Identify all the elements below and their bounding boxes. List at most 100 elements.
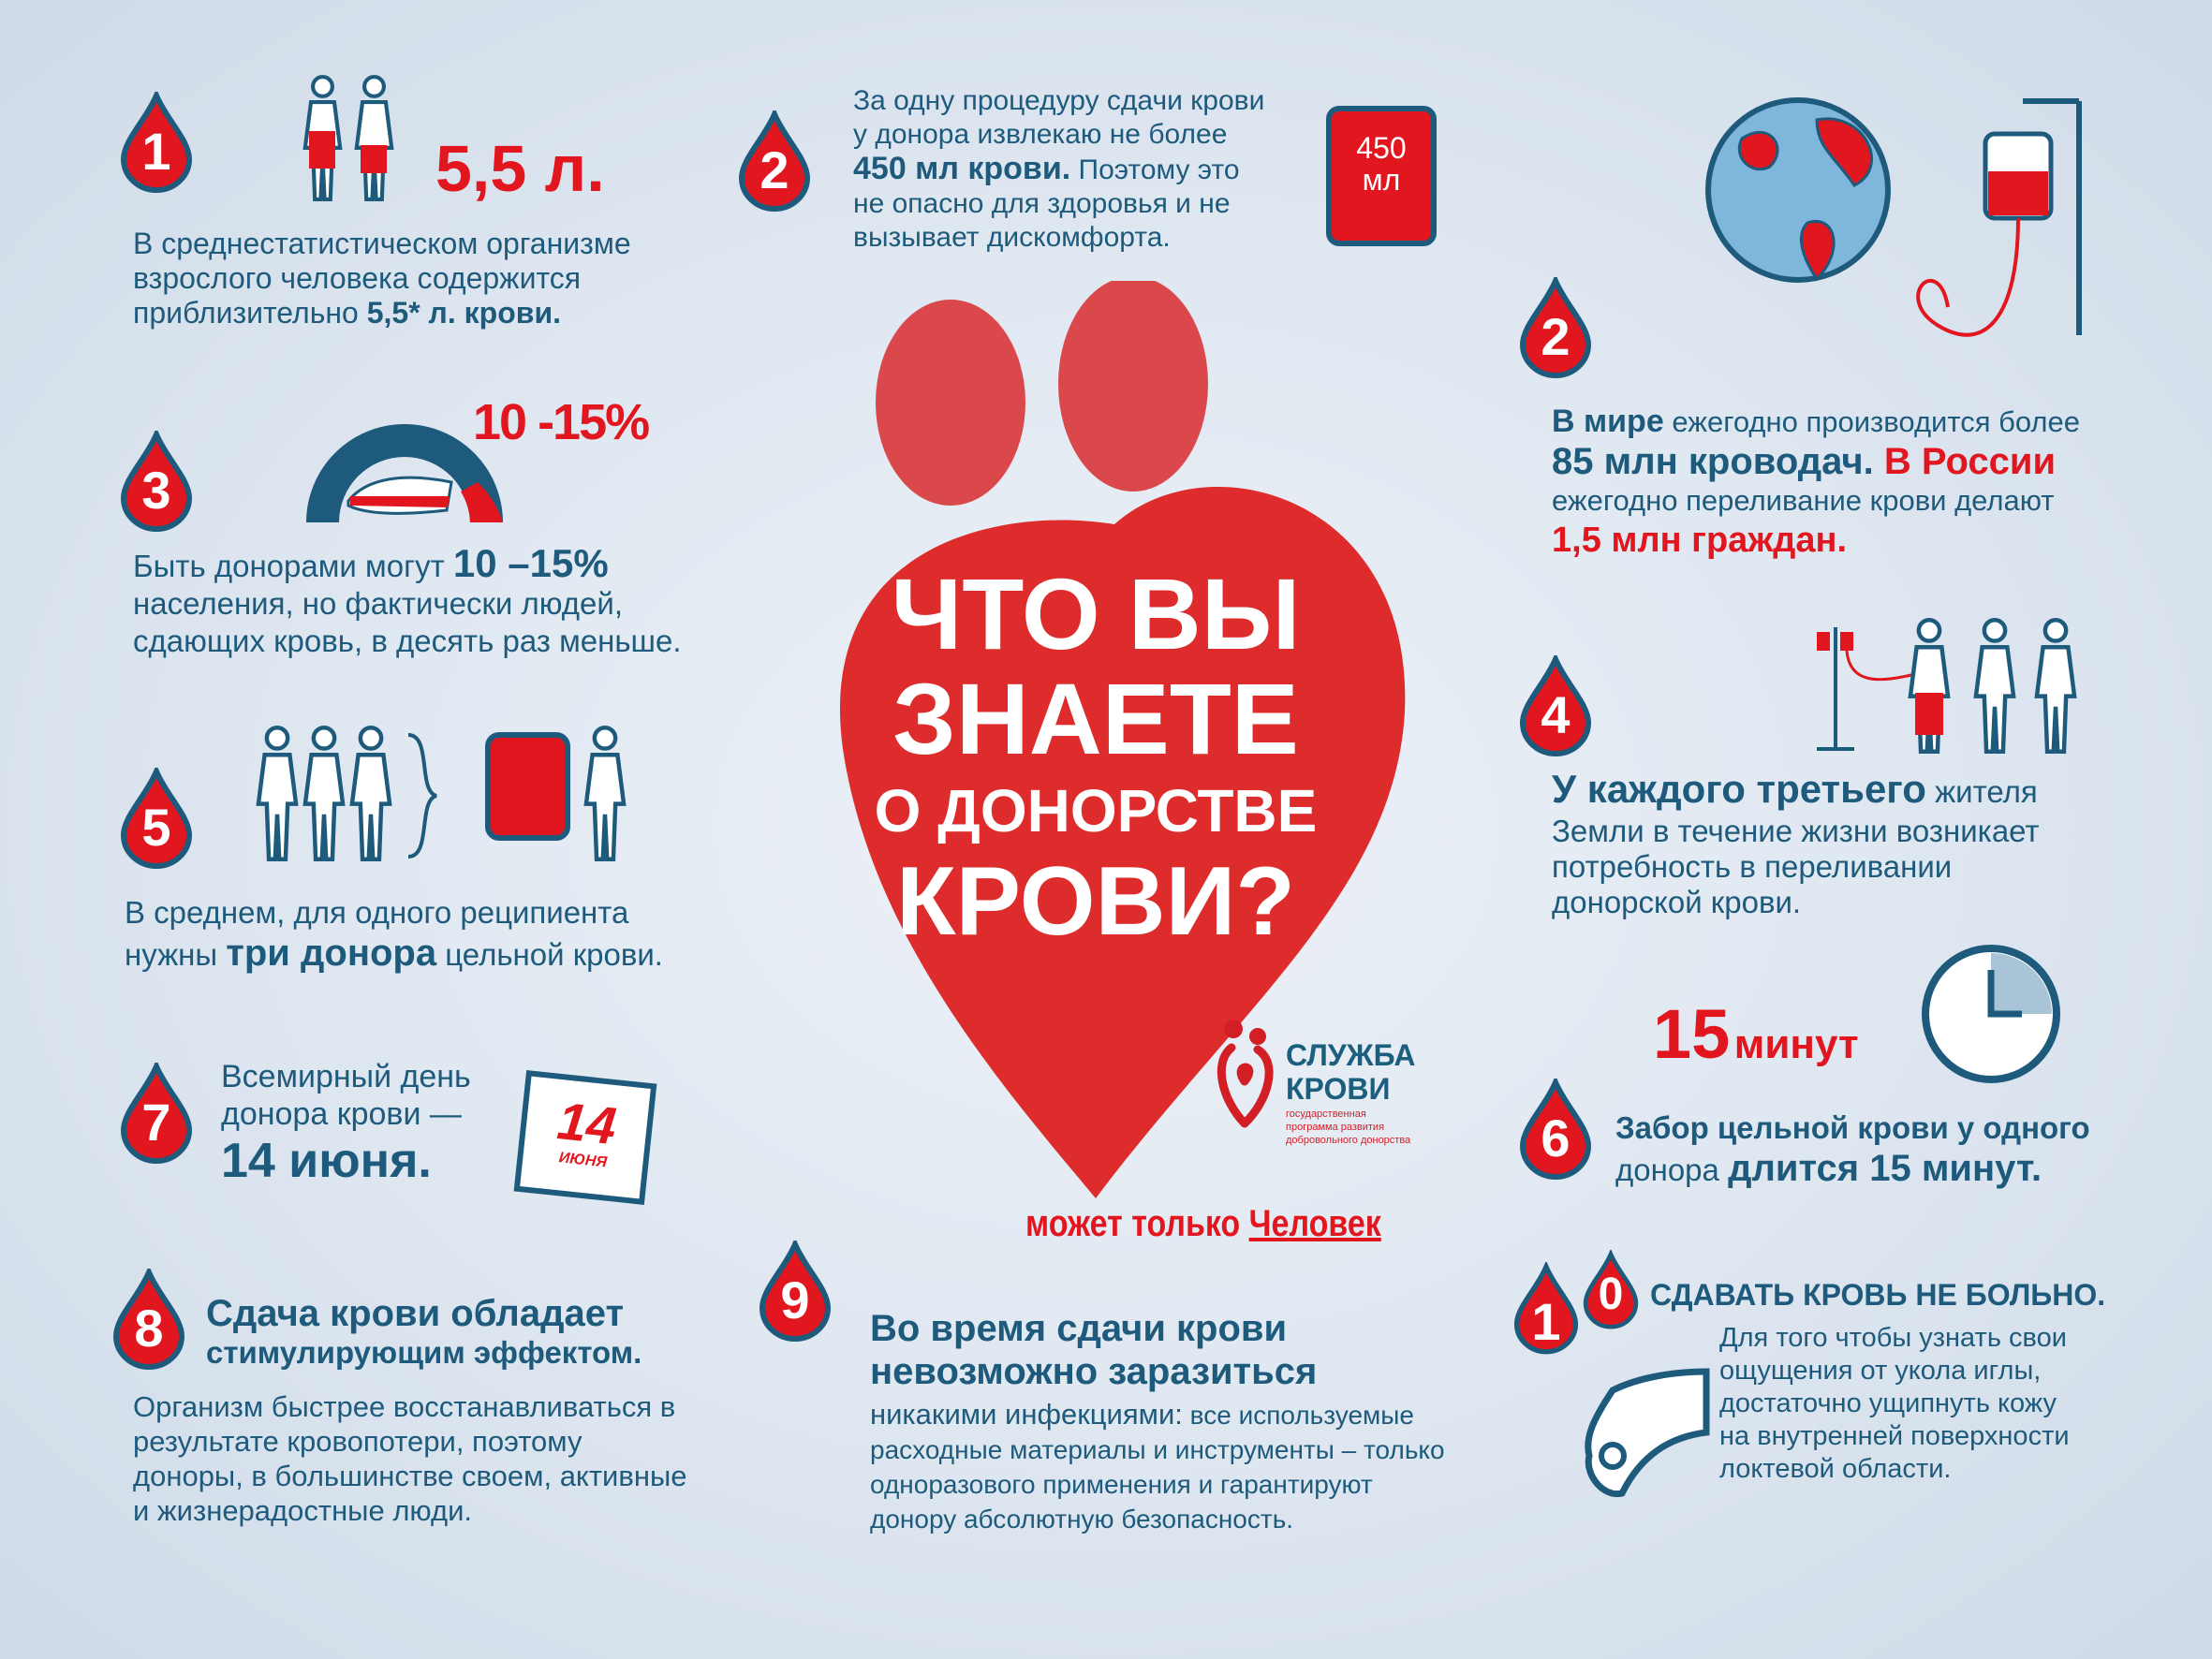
text-line: 5,5* л. крови. (366, 296, 561, 330)
text-line: 450 мл крови. (853, 151, 1071, 186)
number-drop-9: 9 (759, 1241, 832, 1342)
text-line: 14 июня. (221, 1134, 432, 1188)
text-line: населения, но фактически людей, (133, 586, 623, 621)
title-line: ЗНАЕТЕ (892, 662, 1299, 775)
donor-percent-stat: 10 -15% (473, 394, 650, 450)
text-line: 8 (134, 1299, 164, 1358)
text-line: нужны (125, 937, 227, 972)
main-title: ЧТО ВЫ ЗНАЕТЕ О ДОНОРСТВЕ КРОВИ? (862, 557, 1330, 956)
text-line: 1,5 млн граждан. (1552, 521, 1848, 560)
text-line: сдающих кровь, в десять раз меньше. (133, 624, 682, 658)
text-line: не опасно для здоровья и не (853, 188, 1231, 219)
text-line: стимулирующим эффектом. (206, 1335, 642, 1370)
logo-subtitle: добровольного донорства (1286, 1135, 1411, 1146)
text-line: В России (1873, 441, 2057, 482)
logo: СЛУЖБА КРОВИ государственная программа р… (1213, 1016, 1415, 1146)
text-line: 10 –15% (452, 541, 609, 585)
number-drop-2: 2 (738, 110, 811, 212)
title-line: ЧТО ВЫ (891, 557, 1301, 670)
three-donors-one-recipient-icon (254, 726, 647, 866)
heart-shape (839, 487, 1406, 1198)
text-line: 6 (1541, 1108, 1571, 1167)
text-line: Быть донорами могут (133, 549, 453, 583)
number-drop-10b: 0 (1583, 1250, 1639, 1330)
text-line: Земли в течение жизни возникает (1552, 814, 2040, 848)
pinching-hand-icon (1585, 1368, 1710, 1498)
text-line: донорской крови. (1552, 885, 1802, 919)
clock-icon (1922, 945, 2060, 1083)
text-line: 9 (780, 1270, 810, 1329)
number-drop-2b: 2 (1519, 277, 1592, 378)
text-line: доноры, в большинстве своем, активные (133, 1460, 687, 1492)
text-line: Организм быстрее восстанавливаться в (133, 1390, 676, 1423)
text-line: ощущения от укола иглы, (1719, 1356, 2042, 1386)
text-line: 450 (1356, 131, 1407, 165)
fact-5-text: В среднем, для одного реципиента нужны тр… (125, 894, 663, 976)
russia-gauge-icon (306, 424, 503, 522)
text-line: Для того чтобы узнать свои (1719, 1323, 2067, 1353)
drop-left-blob (876, 300, 1025, 506)
text-line: В мире (1552, 404, 1664, 439)
text-line: жителя (1925, 774, 2038, 809)
text-line: 15 (1653, 995, 1731, 1073)
text-line: мл (1362, 163, 1401, 197)
transfusion-people-icon (1817, 618, 2093, 758)
text-line: ежегодно переливание крови делают (1552, 484, 2055, 517)
drop-right-blob (1058, 281, 1208, 492)
logo-heart-icon (1217, 1020, 1274, 1128)
text-line: минут (1733, 1021, 1859, 1067)
text-line: и жизнерадостные люди. (133, 1494, 472, 1527)
number-drop-7: 7 (120, 1063, 193, 1164)
text-line: цельной крови. (436, 937, 663, 972)
text-line: У каждого третьего (1552, 767, 1926, 811)
slogan-word: Человек (1248, 1203, 1381, 1244)
text-line: приблизительно (133, 296, 367, 330)
number-drop-1: 1 (120, 92, 193, 193)
slogan-text: может только (1025, 1203, 1249, 1244)
text-line: 2 (759, 140, 789, 199)
heart-illustration (839, 281, 1406, 1198)
text-line: 3 (141, 461, 171, 520)
fact-10-heading: СДАВАТЬ КРОВЬ НЕ БОЛЬНО. (1650, 1278, 2106, 1312)
number-drop-3: 3 (120, 431, 193, 532)
calendar-icon: 14 ИЮНЯ (513, 1070, 657, 1205)
text-line: 7 (141, 1093, 171, 1152)
fact-2-text: За одну процедуру сдачи крови у донора из… (853, 84, 1264, 255)
text-line: Забор цельной крови у одного (1615, 1110, 2090, 1145)
fact-9-text: никакими инфекциями: все используемые рас… (870, 1397, 1445, 1536)
logo-subtitle: программа развития (1286, 1122, 1385, 1133)
number-drop-4: 4 (1519, 655, 1592, 756)
text-line: донору абсолютную безопасность. (870, 1505, 1294, 1534)
blood-volume-stat: 5,5 л. (435, 132, 605, 205)
text-line: Во время сдачи крови (870, 1308, 1288, 1349)
text-line: невозможно заразиться (870, 1351, 1318, 1392)
title-line: КРОВИ? (896, 847, 1295, 956)
text-line: Всемирный день (221, 1059, 471, 1094)
text-line: донора крови — (221, 1096, 462, 1132)
duration-stat: 15 минут (1653, 997, 1859, 1092)
fact-8-heading: Сдача крови обладает стимулирующим эффект… (206, 1292, 641, 1371)
fact-9-heading: Во время сдачи крови невозможно заразитьс… (870, 1307, 1317, 1393)
text-line: потребность в переливании (1552, 849, 1953, 884)
text-line: никакими инфекциями: (870, 1398, 1183, 1431)
logo-name: СЛУЖБА (1286, 1038, 1416, 1072)
text-line: достаточно ущипнуть кожу (1719, 1388, 2057, 1418)
slogan: может только Человек (1025, 1203, 1381, 1245)
text-line: 0 (1598, 1270, 1624, 1319)
number-drop-5: 5 (120, 768, 193, 869)
fact-4-text: У каждого третьего жителя Земли в течение… (1552, 768, 2040, 920)
fact-1-text: В среднестатистическом организме взрослог… (133, 227, 631, 330)
text-line: взрослого человека содержится (133, 261, 582, 295)
fact-10-text: Для того чтобы узнать свои ощущения от ук… (1719, 1322, 2070, 1486)
text-line: все используемые (1182, 1401, 1414, 1430)
text-line: Сдача крови обладает (206, 1293, 625, 1334)
logo-subtitle: государственная (1286, 1108, 1366, 1120)
fact-6-text: Забор цельной крови у одного донора длитс… (1615, 1109, 2090, 1192)
fact-3-text: Быть донорами могут 10 –15% населения, но… (133, 544, 682, 660)
text-line: 2 (1541, 307, 1571, 366)
text-line: 5 (141, 798, 171, 857)
text-line: 4 (1541, 685, 1571, 744)
number-drop-10a: 1 (1513, 1262, 1579, 1356)
text-line: 1 (1531, 1292, 1561, 1351)
